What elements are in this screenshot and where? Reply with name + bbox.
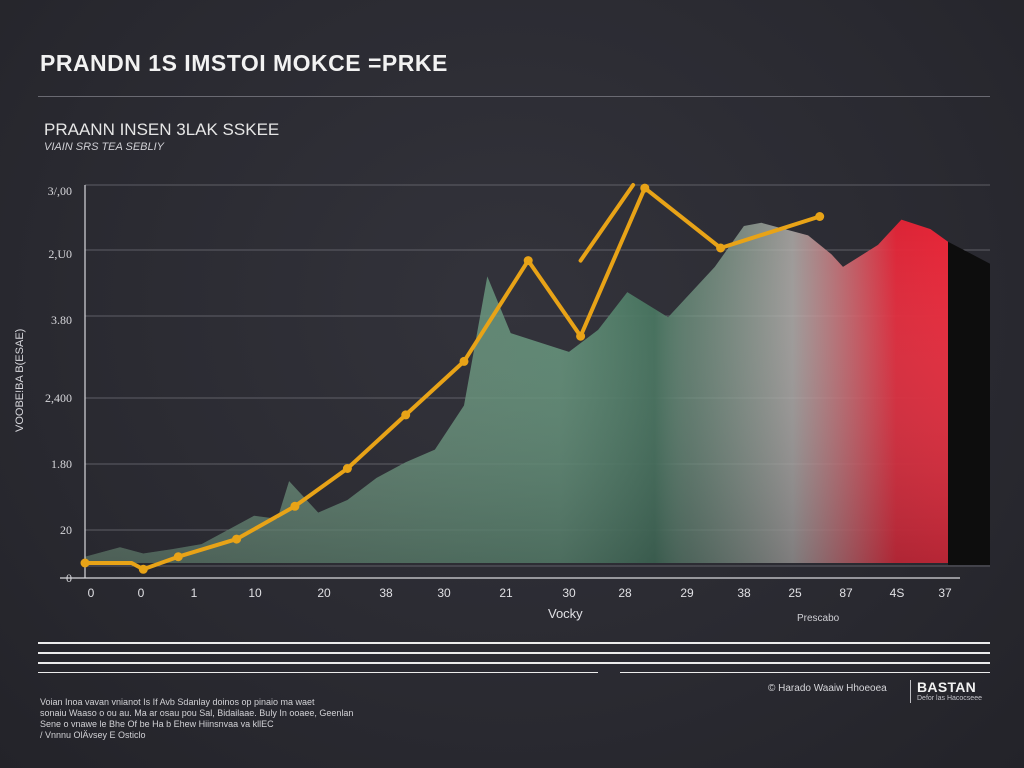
y-tick-label: 3.80: [51, 313, 72, 327]
x-tick-label: 87: [839, 586, 853, 600]
brand-tagline: Defor las Hacocseee: [917, 695, 982, 702]
area-edge: [948, 241, 990, 565]
y-tick-labels: 0 20 1.80 2,400 3.80 2,U0 3/,00: [45, 184, 72, 585]
data-point: [640, 183, 650, 193]
footer-note-line: / Vnnnu OlÄvsey E Osticlo: [40, 730, 146, 740]
x-tick-label: 0: [88, 586, 95, 600]
footer-rule-1: [38, 642, 990, 644]
series-line-spike: [578, 183, 636, 263]
series-line: [83, 186, 822, 572]
chart-title: PRAANN INSEN 3LAK SSKEE: [44, 120, 280, 139]
x-tick-label: 29: [680, 586, 694, 600]
page-title: PRANDN 1S IMSTOI MOKCE =PRKE: [40, 50, 448, 76]
axes: [60, 185, 960, 579]
data-point: [401, 410, 411, 420]
y-tick-label: 2,U0: [48, 247, 72, 261]
data-point: [290, 501, 300, 511]
x-tick-label: 0: [138, 586, 145, 600]
x-tick-label: 30: [562, 586, 576, 600]
x-tick-label: 4S: [890, 586, 905, 600]
x-tick-label: 28: [618, 586, 632, 600]
data-point: [173, 552, 183, 562]
data-point: [80, 558, 90, 568]
footer-rule-4: [38, 672, 598, 673]
x-tick-label: 1: [191, 586, 198, 600]
area-series: [85, 219, 990, 565]
y-tick-label: 2,400: [45, 391, 72, 405]
x-tick-label: 38: [737, 586, 751, 600]
x-tick-label: 25: [788, 586, 802, 600]
x-tick-label: 20: [317, 586, 331, 600]
footer-notes: Voian Inoa vavan vnianot Is If Avb Sdanl…: [40, 697, 420, 741]
footer-rule-2: [38, 652, 990, 654]
x-tick-labels: 0 0 1 10 20 38 30 21 30 28 29 38 25 87 4S 37: [88, 586, 952, 600]
x-axis-note: Prescabo: [797, 613, 840, 624]
brand-name: BASTAN: [917, 679, 977, 695]
data-point: [716, 243, 726, 253]
data-point: [576, 331, 586, 341]
brand-block: BASTAN Defor las Hacocseee: [910, 680, 982, 703]
data-point: [232, 534, 242, 544]
x-axis-label: Vocky: [548, 606, 583, 621]
x-tick-label: 38: [379, 586, 393, 600]
footer-rule-3: [38, 662, 990, 664]
data-point: [523, 256, 533, 266]
source-credit: © Harado Waaiw Hhoeoea: [768, 683, 887, 694]
data-point: [138, 564, 148, 574]
y-tick-label: 20: [60, 523, 72, 537]
title-divider: [38, 96, 990, 97]
footer-note-line: sonaiu Waaso o ou au. Ma ar osau pou Sal…: [40, 708, 354, 718]
footer-note-line: Voian Inoa vavan vnianot Is If Avb Sdanl…: [40, 697, 315, 707]
x-tick-label: 30: [437, 586, 451, 600]
footer-note-line: Sene o vnawe le Bhe Of be Ha b Ehew Hiin…: [40, 719, 274, 729]
line-markers: [80, 183, 825, 574]
y-tick-label: 3/,00: [48, 184, 72, 198]
data-point: [815, 212, 825, 221]
x-tick-label: 10: [248, 586, 262, 600]
line-series: [83, 183, 822, 572]
x-tick-label: 37: [938, 586, 952, 600]
x-tick-label: 21: [499, 586, 513, 600]
data-point: [342, 464, 352, 473]
footer-rule-5: [620, 672, 990, 673]
y-tick-label: 0: [66, 571, 72, 585]
chart-subtitle: VIAIN SRS TEA SEBLIY: [44, 141, 165, 153]
y-tick-label: 1.80: [51, 457, 72, 471]
area-shade: [85, 219, 948, 563]
data-point: [459, 356, 469, 366]
